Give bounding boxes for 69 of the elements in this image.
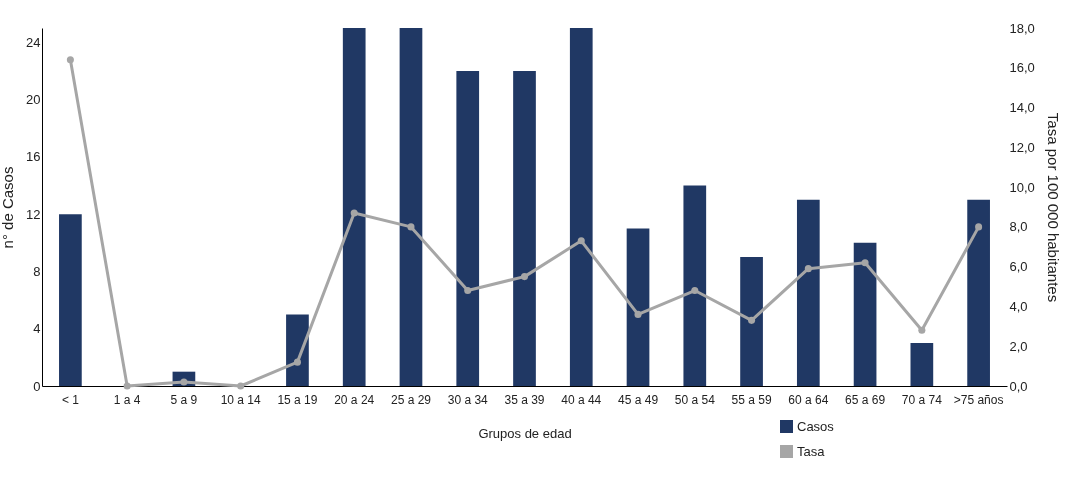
x-axis-title: Grupos de edad <box>478 425 572 441</box>
x-tick-label: 15 a 19 <box>277 392 318 407</box>
y-tick-label: 16 <box>26 149 41 165</box>
bar <box>399 28 423 386</box>
x-tick-label: 1 a 4 <box>113 392 141 407</box>
x-tick-label: 20 a 24 <box>334 392 375 407</box>
x-tick-label: 40 a 44 <box>561 392 602 407</box>
point <box>975 223 983 231</box>
x-tick-label: 45 a 49 <box>618 392 659 407</box>
y2-tick-label: 12,0 <box>1009 139 1035 155</box>
x-tick-label: 70 a 74 <box>901 392 943 407</box>
y-tick-label: 12 <box>26 206 41 222</box>
y-tick-label: 20 <box>26 92 41 108</box>
y2-tick-label: 0,0 <box>1009 378 1028 394</box>
y2-tick-label: 4,0 <box>1009 298 1028 314</box>
bar <box>740 257 763 386</box>
x-tick-label: < 1 <box>61 392 80 407</box>
bar <box>967 199 990 386</box>
y-tick-label: 0 <box>33 378 41 394</box>
legend-label: Casos <box>797 418 835 434</box>
x-tick-label: >75 años <box>953 392 1004 407</box>
y2-tick-label: 8,0 <box>1009 219 1028 235</box>
bar <box>683 185 707 386</box>
x-tick-label: 10 a 14 <box>220 392 262 407</box>
x-tick-label: 5 a 9 <box>170 392 198 407</box>
y2-tick-label: 6,0 <box>1009 259 1028 275</box>
legend-label: Tasa <box>797 443 826 459</box>
point <box>407 223 415 231</box>
y2-tick-label: 14,0 <box>1009 100 1035 116</box>
bar <box>796 199 820 386</box>
point <box>634 310 642 318</box>
point <box>66 56 74 64</box>
point <box>350 209 358 217</box>
y-tick-label: 8 <box>33 263 41 279</box>
bar <box>286 314 309 386</box>
bar <box>456 70 480 386</box>
y-tick-label: 4 <box>33 321 41 337</box>
x-tick-label: 30 a 34 <box>447 392 489 407</box>
y2-tick-label: 16,0 <box>1009 60 1035 76</box>
x-tick-label: 60 a 64 <box>788 392 829 407</box>
point <box>520 273 529 281</box>
x-tick-label: 50 a 54 <box>674 392 716 407</box>
y-tick-label: 24 <box>26 34 41 50</box>
y2-axis-title: Tasa por 100 000 habitantes <box>1044 112 1062 303</box>
point <box>237 382 245 390</box>
bar <box>342 28 366 386</box>
x-tick-label: 55 a 59 <box>731 392 772 407</box>
y2-tick-label: 10,0 <box>1009 179 1035 195</box>
bar <box>910 343 934 386</box>
point <box>293 358 301 366</box>
point <box>748 316 756 324</box>
x-tick-label: 65 a 69 <box>845 392 886 407</box>
y2-tick-label: 18,0 <box>1009 20 1035 36</box>
y2-tick-label: 2,0 <box>1009 338 1028 354</box>
point <box>804 265 812 273</box>
bar <box>513 70 536 386</box>
point <box>123 382 131 390</box>
y-axis-title: n° de Casos <box>0 166 17 249</box>
bar <box>569 28 593 386</box>
bar <box>853 242 877 386</box>
point <box>464 287 472 295</box>
bar <box>59 214 82 386</box>
point <box>861 259 869 267</box>
bar <box>626 228 650 386</box>
x-tick-label: 35 a 39 <box>504 392 545 407</box>
point <box>577 237 585 245</box>
point <box>691 287 699 295</box>
x-tick-label: 25 a 29 <box>390 392 432 407</box>
point <box>918 326 926 334</box>
